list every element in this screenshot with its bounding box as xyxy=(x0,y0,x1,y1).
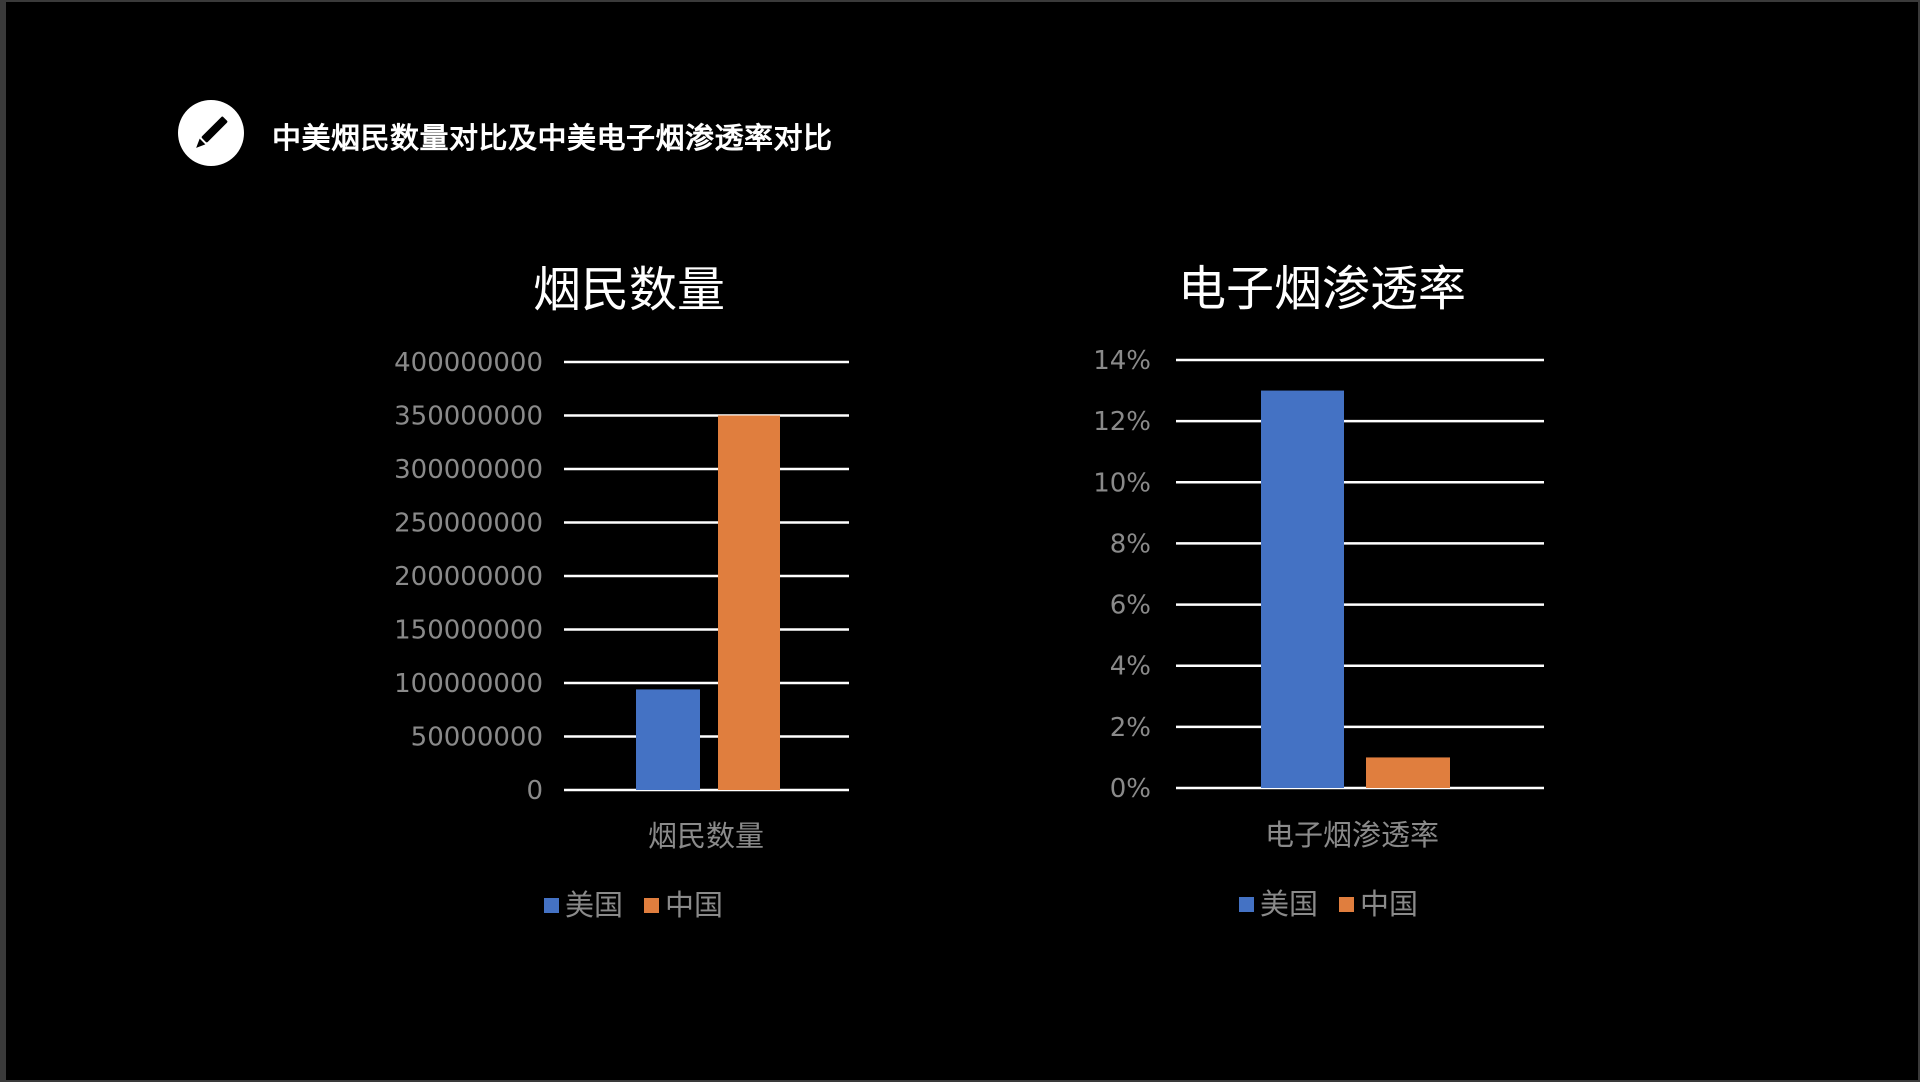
legend-swatch-usa xyxy=(1239,897,1254,912)
y-tick-label: 250000000 xyxy=(394,509,543,539)
y-tick-label: 6% xyxy=(1110,591,1151,621)
legend-label-china: 中国 xyxy=(1360,887,1418,921)
y-tick-label: 0% xyxy=(1110,774,1151,804)
bars xyxy=(1261,390,1450,788)
y-tick-label: 4% xyxy=(1110,652,1151,682)
bar-usa xyxy=(636,689,700,790)
bar-china xyxy=(718,415,780,790)
bar-usa xyxy=(1261,390,1344,788)
legend-swatch-usa xyxy=(544,898,559,913)
y-tick-label: 50000000 xyxy=(411,723,543,753)
gridlines xyxy=(1176,358,1544,790)
bar-china xyxy=(1366,757,1450,788)
y-tick-label: 300000000 xyxy=(394,455,543,485)
y-tick-label: 350000000 xyxy=(394,402,543,432)
legend-label-china: 中国 xyxy=(665,888,723,922)
page-title: 中美烟民数量对比及中美电子烟渗透率对比 xyxy=(272,121,833,155)
y-tick-label: 100000000 xyxy=(394,669,543,699)
y-tick-label: 10% xyxy=(1093,468,1151,498)
legend: 美国 中国 xyxy=(1239,887,1418,921)
legend-label-usa: 美国 xyxy=(1260,887,1318,921)
y-tick-label: 12% xyxy=(1093,407,1151,437)
smoker-count-chart: 烟民数量 0 50000000 100000000 150000000 20000000… xyxy=(394,262,849,922)
legend-swatch-china xyxy=(1339,897,1354,912)
ecig-penetration-chart: 电子烟渗透率 0% 2% 4% 6% 8% 10% 12% 14% 电子烟渗透率 美国 中国 xyxy=(1093,261,1544,921)
gridlines xyxy=(564,360,849,792)
y-tick-label: 0 xyxy=(526,776,543,806)
legend-swatch-china xyxy=(644,898,659,913)
category-label: 电子烟渗透率 xyxy=(1265,818,1439,852)
y-tick-label: 150000000 xyxy=(394,616,543,646)
y-tick-label: 200000000 xyxy=(394,562,543,592)
y-tick-label: 14% xyxy=(1093,346,1151,376)
y-tick-label: 8% xyxy=(1110,529,1151,559)
slide: 中美烟民数量对比及中美电子烟渗透率对比 烟民数量 0 50000000 100000… xyxy=(6,2,1918,1080)
bars xyxy=(636,415,780,790)
pencil-icon xyxy=(178,100,244,166)
legend: 美国 中国 xyxy=(544,888,723,922)
y-tick-label: 400000000 xyxy=(394,348,543,378)
chart-title: 烟民数量 xyxy=(533,262,725,318)
y-tick-label: 2% xyxy=(1110,713,1151,743)
chart-title: 电子烟渗透率 xyxy=(1178,261,1466,317)
legend-label-usa: 美国 xyxy=(565,888,623,922)
category-label: 烟民数量 xyxy=(648,819,764,853)
y-axis-ticks: 0 50000000 100000000 150000000 200000000 2500… xyxy=(394,348,543,806)
y-axis-ticks: 0% 2% 4% 6% 8% 10% 12% 14% xyxy=(1093,346,1151,804)
